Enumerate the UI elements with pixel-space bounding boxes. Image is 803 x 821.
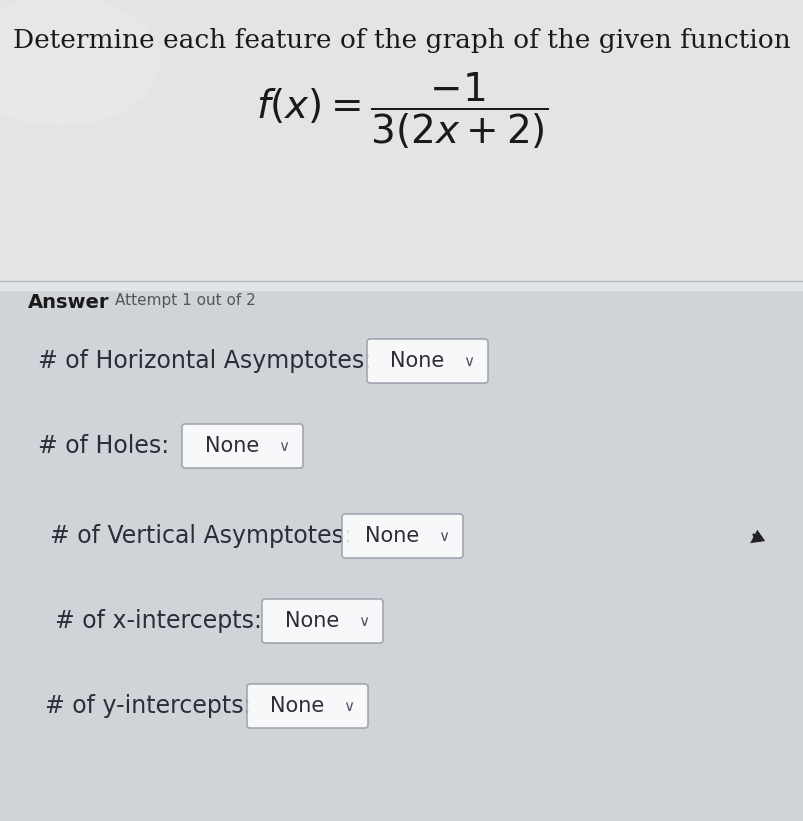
Text: Attempt 1 out of 2: Attempt 1 out of 2 [115,293,255,308]
Text: ∨: ∨ [463,354,474,369]
FancyBboxPatch shape [0,291,803,821]
Text: None: None [205,436,259,456]
Ellipse shape [0,0,160,126]
Text: None: None [284,611,339,631]
Text: ∨: ∨ [343,699,354,713]
FancyBboxPatch shape [181,424,303,468]
Text: $f(x) = \dfrac{-1}{3(2x+2)}$: $f(x) = \dfrac{-1}{3(2x+2)}$ [255,71,548,151]
Text: None: None [365,526,418,546]
Text: ∨: ∨ [278,438,289,453]
FancyBboxPatch shape [247,684,368,728]
Text: None: None [270,696,324,716]
Text: None: None [389,351,444,371]
Text: ∨: ∨ [438,529,449,544]
Text: # of x-intercepts:: # of x-intercepts: [55,609,262,633]
FancyBboxPatch shape [366,339,487,383]
Text: Answer: Answer [28,293,109,312]
Text: Determine each feature of the graph of the given function: Determine each feature of the graph of t… [13,28,790,53]
Text: # of Holes:: # of Holes: [38,434,169,458]
Text: # of y-intercepts:: # of y-intercepts: [45,694,251,718]
FancyBboxPatch shape [341,514,463,558]
Text: # of Horizontal Asymptotes:: # of Horizontal Asymptotes: [38,349,372,373]
Text: ▶: ▶ [744,526,765,549]
Text: # of Vertical Asymptotes:: # of Vertical Asymptotes: [50,524,352,548]
Text: ∨: ∨ [358,613,369,629]
FancyBboxPatch shape [0,0,803,291]
FancyBboxPatch shape [262,599,382,643]
